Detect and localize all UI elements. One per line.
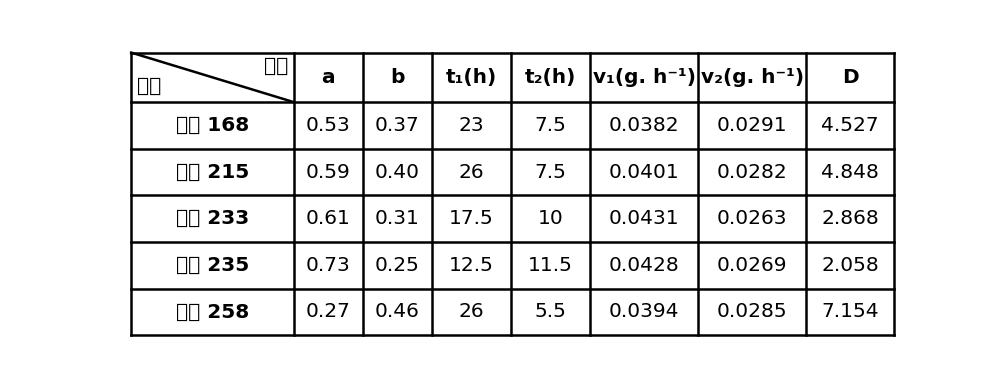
Text: 26: 26 [458, 162, 484, 182]
Text: 品系 168: 品系 168 [176, 116, 249, 135]
Text: 0.0282: 0.0282 [717, 162, 788, 182]
Text: 0.0382: 0.0382 [609, 116, 679, 135]
Text: 26: 26 [458, 303, 484, 321]
Text: 23: 23 [458, 116, 484, 135]
Text: 0.73: 0.73 [306, 256, 350, 275]
Text: t₂(h): t₂(h) [525, 68, 576, 87]
Text: 0.61: 0.61 [306, 209, 351, 228]
Text: 7.154: 7.154 [821, 303, 879, 321]
Text: b: b [390, 68, 404, 87]
Text: 5.5: 5.5 [534, 303, 566, 321]
Text: 品系: 品系 [137, 77, 161, 96]
Text: 0.46: 0.46 [375, 303, 420, 321]
Text: 2.058: 2.058 [821, 256, 879, 275]
Text: 品系 258: 品系 258 [176, 303, 249, 321]
Text: t₁(h): t₁(h) [446, 68, 497, 87]
Text: 0.0291: 0.0291 [717, 116, 788, 135]
Text: v₂(g. h⁻¹): v₂(g. h⁻¹) [701, 68, 804, 87]
Text: a: a [321, 68, 335, 87]
Text: 0.27: 0.27 [306, 303, 351, 321]
Text: 17.5: 17.5 [449, 209, 494, 228]
Text: 2.868: 2.868 [821, 209, 879, 228]
Text: 0.0285: 0.0285 [717, 303, 788, 321]
Text: 0.0269: 0.0269 [717, 256, 788, 275]
Text: 0.25: 0.25 [375, 256, 420, 275]
Text: 4.848: 4.848 [821, 162, 879, 182]
Text: 0.0394: 0.0394 [609, 303, 679, 321]
Text: 品系 233: 品系 233 [176, 209, 249, 228]
Text: 12.5: 12.5 [449, 256, 494, 275]
Text: 品系 235: 品系 235 [176, 256, 249, 275]
Text: 10: 10 [538, 209, 563, 228]
Text: 0.0431: 0.0431 [609, 209, 679, 228]
Text: 0.53: 0.53 [306, 116, 350, 135]
Text: 0.40: 0.40 [375, 162, 420, 182]
Text: 0.37: 0.37 [375, 116, 420, 135]
Text: 7.5: 7.5 [534, 116, 566, 135]
Text: 4.527: 4.527 [821, 116, 879, 135]
Text: 0.0401: 0.0401 [609, 162, 679, 182]
Text: 参数: 参数 [264, 57, 288, 76]
Text: 0.31: 0.31 [375, 209, 420, 228]
Text: 7.5: 7.5 [534, 162, 566, 182]
Text: v₁(g. h⁻¹): v₁(g. h⁻¹) [593, 68, 696, 87]
Text: D: D [842, 68, 858, 87]
Text: 11.5: 11.5 [528, 256, 573, 275]
Text: 0.0263: 0.0263 [717, 209, 788, 228]
Text: 0.0428: 0.0428 [609, 256, 679, 275]
Text: 0.59: 0.59 [306, 162, 350, 182]
Text: 品系 215: 品系 215 [176, 162, 249, 182]
